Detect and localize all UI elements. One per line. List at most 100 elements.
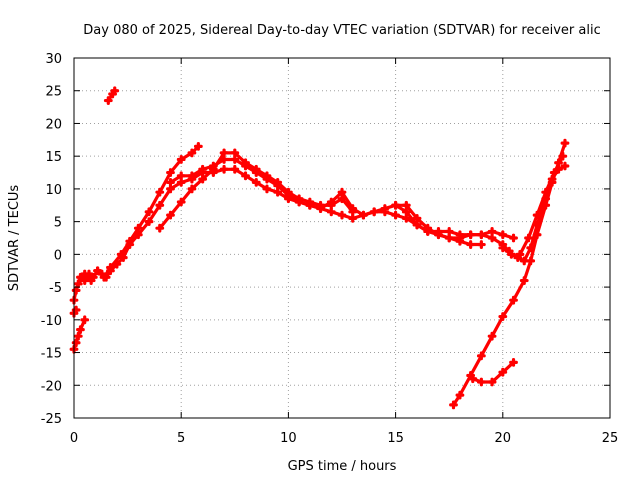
data-point	[294, 197, 304, 207]
data-point	[241, 161, 250, 171]
data-point	[144, 217, 154, 227]
data-point	[337, 187, 347, 197]
data-point	[103, 96, 113, 105]
data-point	[187, 148, 197, 158]
data-point	[476, 351, 486, 361]
data-point	[176, 197, 186, 207]
series-track-3	[155, 148, 358, 233]
data-point	[273, 187, 283, 197]
data-point	[476, 240, 486, 249]
data-point	[133, 230, 143, 240]
data-point	[144, 207, 154, 217]
y-tick-label: 20	[45, 117, 62, 132]
data-point	[166, 210, 175, 220]
data-point	[155, 187, 165, 197]
data-point	[560, 138, 570, 148]
series-track-2	[73, 141, 203, 289]
data-point	[412, 220, 422, 230]
data-point	[198, 164, 208, 174]
x-tick-label: 25	[602, 431, 619, 446]
data-point	[498, 243, 508, 253]
data-point	[541, 187, 551, 197]
data-point	[509, 295, 518, 305]
series-track-9	[468, 357, 518, 387]
data-point	[391, 210, 400, 220]
data-point	[166, 168, 175, 177]
series-line	[158, 151, 355, 230]
data-point	[401, 200, 411, 210]
data-point	[187, 171, 197, 181]
data-point	[198, 174, 208, 184]
y-tick-label: 5	[54, 216, 62, 231]
data-point	[230, 164, 240, 174]
data-point	[468, 374, 478, 384]
series-track-12	[103, 86, 120, 105]
x-tick-label: 15	[387, 431, 404, 446]
data-point	[509, 357, 518, 367]
data-point	[176, 177, 186, 187]
data-point	[326, 207, 336, 217]
data-point	[498, 367, 508, 377]
data-point	[348, 213, 358, 223]
data-point	[80, 276, 90, 285]
data-point	[369, 207, 379, 217]
x-tick-label: 5	[177, 431, 185, 446]
data-point	[251, 168, 261, 177]
series-line	[518, 154, 565, 256]
data-point	[176, 171, 186, 181]
data-point	[498, 230, 508, 240]
data-point	[80, 315, 90, 325]
data-point	[444, 233, 454, 243]
data-series	[69, 86, 570, 410]
data-point	[455, 390, 465, 400]
series-track-8	[515, 151, 568, 259]
data-point	[532, 220, 542, 230]
data-point	[99, 272, 109, 282]
data-point	[455, 230, 465, 240]
x-tick-label: 20	[495, 431, 512, 446]
data-point	[449, 400, 458, 410]
y-tick-label: 10	[45, 183, 62, 198]
x-tick-label: 0	[70, 431, 78, 446]
data-point	[509, 233, 518, 243]
y-tick-label: 15	[45, 150, 62, 165]
series-track-11	[69, 305, 81, 318]
data-point	[166, 184, 175, 194]
data-point	[73, 279, 83, 289]
data-point	[455, 236, 465, 246]
chart-title: Day 080 of 2025, Sidereal Day-to-day VTE…	[83, 23, 600, 38]
series-track-5	[391, 200, 486, 249]
axis-ticks: 0 5 10 15 20 25 -25 -20 -15 -10 -5 0 5 10 15 20 25 30	[41, 52, 619, 446]
data-point	[155, 200, 165, 210]
data-point	[80, 269, 90, 279]
plot-frame	[73, 57, 611, 419]
data-point	[219, 164, 229, 174]
data-point	[208, 161, 218, 171]
data-point	[498, 312, 508, 321]
data-point	[219, 148, 229, 158]
data-point	[444, 227, 454, 236]
data-point	[560, 161, 570, 171]
data-point	[558, 151, 568, 161]
data-point	[348, 204, 358, 213]
y-tick-label: -10	[41, 314, 62, 329]
data-point	[76, 325, 85, 335]
y-tick-label: -15	[41, 347, 62, 362]
data-point	[412, 213, 422, 223]
data-point	[476, 377, 486, 387]
data-point	[116, 249, 126, 259]
data-point	[487, 227, 497, 236]
data-point	[326, 197, 336, 207]
data-point	[273, 181, 283, 191]
data-point	[241, 171, 250, 181]
x-tick-label: 10	[280, 431, 297, 446]
data-point	[380, 204, 390, 213]
y-tick-label: -25	[41, 412, 62, 427]
data-point	[359, 210, 368, 220]
data-point	[487, 233, 497, 243]
data-point	[515, 249, 525, 259]
series-line	[76, 144, 200, 286]
data-point	[519, 276, 529, 285]
data-point	[230, 155, 240, 164]
